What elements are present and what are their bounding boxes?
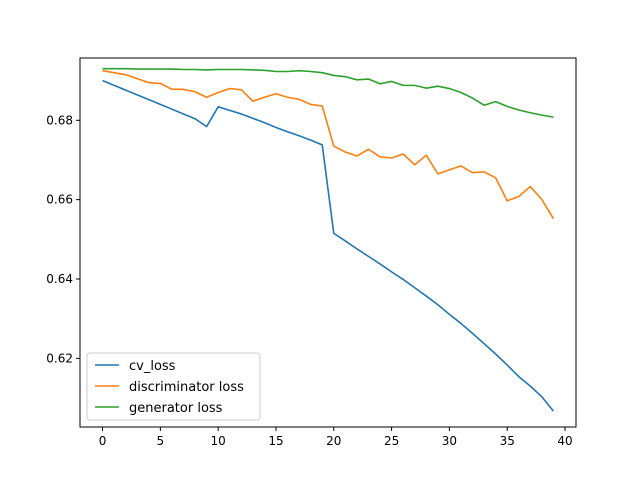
series-line-generator-loss (102, 67, 554, 118)
legend: cv_loss discriminator loss generator loss (86, 352, 261, 421)
series-line-cv-loss (102, 79, 555, 412)
x-tick-label: 10 (211, 434, 226, 448)
y-tick-label: 0.66 (46, 193, 73, 207)
series-layer (102, 67, 555, 412)
x-tick-label: 30 (442, 434, 457, 448)
legend-label-generator-loss: generator loss (129, 401, 223, 416)
legend-label-discriminator-loss: discriminator loss (129, 380, 244, 395)
x-tick-label: 25 (384, 434, 399, 448)
plot-frame (79, 57, 577, 428)
x-tick-label: 35 (500, 434, 515, 448)
x-tick-label: 20 (326, 434, 341, 448)
series-line-discriminator-loss (102, 69, 555, 220)
y-tick-label: 0.64 (46, 272, 73, 286)
y-tick-label: 0.62 (46, 351, 73, 365)
x-tick-label: 40 (557, 434, 572, 448)
y-axis: 0.62 0.64 0.66 0.68 (46, 113, 80, 365)
x-tick-label: 15 (268, 434, 283, 448)
legend-box (86, 352, 261, 421)
y-tick-label: 0.68 (46, 113, 73, 127)
x-tick-label: 0 (99, 434, 107, 448)
legend-label-cv-loss: cv_loss (129, 359, 176, 374)
x-tick-label: 5 (157, 434, 165, 448)
x-axis: 0 5 10 15 20 25 30 35 40 (99, 427, 573, 448)
